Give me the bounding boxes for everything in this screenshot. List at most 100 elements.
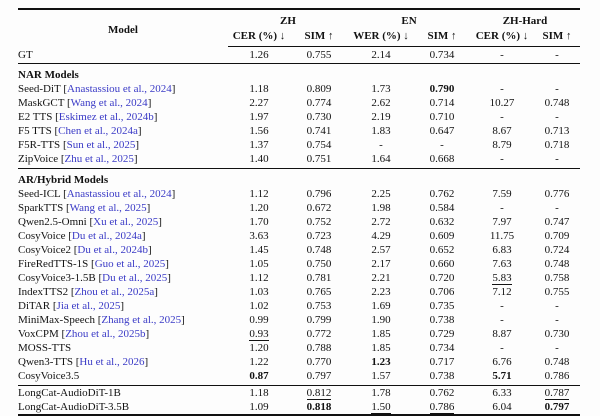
- metric-value: 0.734: [429, 342, 455, 354]
- metric-value: 0.717: [429, 356, 455, 368]
- citation-link[interactable]: Hu et al., 2026: [79, 356, 145, 368]
- citation-bracket-open: [: [64, 97, 71, 109]
- citation-bracket-open: [: [65, 230, 72, 242]
- model-name: CosyVoice2: [18, 244, 71, 256]
- model-name: CosyVoice: [18, 230, 66, 242]
- citation-link[interactable]: Xu et al., 2025: [93, 216, 159, 228]
- citation-bracket-close: ]: [147, 244, 152, 256]
- model-name: Seed-DiT: [18, 83, 61, 95]
- table-row: FireRedTTS-1S [Guo et al., 2025] 1.05 0.75…: [18, 257, 580, 271]
- metric-value: 2.25: [371, 188, 391, 200]
- metric-value: 0.747: [544, 216, 570, 228]
- model-name-cell: E2 TTS [Eskimez et al., 2024b]: [18, 110, 228, 124]
- metric-value: 6.33: [492, 387, 512, 399]
- citation-link[interactable]: Sun et al., 2025: [66, 139, 136, 151]
- metric-value: 1.09: [249, 401, 269, 413]
- metric-value: 11.75: [489, 230, 515, 242]
- citation-link[interactable]: Zhou et al., 2025a: [74, 286, 155, 298]
- metric-value: 0.741: [306, 125, 332, 137]
- metric-value: -: [500, 342, 504, 354]
- citation-link[interactable]: Chen et al., 2024a: [58, 125, 138, 137]
- metric-value: 0.735: [429, 300, 455, 312]
- metric-value: 6.83: [492, 244, 512, 256]
- metric-value: 0.720: [429, 272, 455, 284]
- metric-value: 1.12: [249, 272, 269, 284]
- metric-value: 0.609: [429, 230, 455, 242]
- citation-bracket-open: [: [63, 202, 70, 214]
- metric-value: -: [500, 83, 504, 95]
- metric-value: 0.796: [306, 188, 332, 200]
- citation-link[interactable]: Anastassiou et al., 2024: [67, 83, 172, 95]
- metric-value: 0.812: [306, 387, 332, 400]
- citation-bracket-close: ]: [171, 188, 176, 200]
- metric-value: 7.59: [492, 188, 512, 200]
- citation-link[interactable]: Wang et al., 2025: [69, 202, 147, 214]
- metric-value: 0.790: [429, 83, 455, 95]
- citation-link[interactable]: Zhu et al., 2025: [64, 153, 134, 165]
- citation-link[interactable]: Anastassiou et al., 2024: [66, 188, 172, 200]
- citation-link[interactable]: Du et al., 2024a: [71, 230, 142, 242]
- model-name-cell: F5R-TTS [Sun et al., 2025]: [18, 138, 228, 152]
- column-header-en-sim: SIM ↑: [414, 28, 470, 47]
- metric-value: 1.57: [348, 369, 414, 386]
- metric-value: 0.797: [290, 369, 348, 386]
- metric-value: 0.710: [429, 111, 455, 123]
- metric-value: 0.781: [306, 272, 332, 284]
- table-row: Seed-DiT [Anastassiou et al., 2024] 1.18 0…: [18, 82, 580, 96]
- metric-value: 7.63: [492, 258, 512, 270]
- metric-value: 0.748: [544, 356, 570, 368]
- metric-value: 1.22: [249, 356, 269, 368]
- citation-bracket-open: [: [58, 153, 65, 165]
- metric-value: 1.90: [371, 314, 391, 326]
- citation-link[interactable]: Guo et al., 2025: [94, 258, 166, 270]
- metric-value: 6.04: [492, 401, 512, 413]
- metric-value: 1.78: [371, 387, 391, 399]
- metric-value: 2.19: [371, 111, 391, 123]
- metric-value: 0.762: [429, 188, 455, 200]
- citation-bracket-open: [: [94, 314, 102, 326]
- citation-link[interactable]: Jia et al., 2025: [56, 300, 121, 312]
- metric-value: 1.26: [228, 46, 290, 64]
- metric-value: 0.729: [429, 328, 455, 340]
- table-row: MOSS-TTS 1.20 0.788 1.85 0.734 - -: [18, 341, 580, 355]
- metric-value: 1.02: [249, 300, 269, 312]
- citation-link[interactable]: Du et al., 2024b: [77, 244, 148, 256]
- metric-value: 0.714: [429, 97, 455, 109]
- column-header-zhhard-cer: CER (%) ↓: [470, 28, 534, 47]
- metric-value: 0.774: [306, 97, 332, 109]
- citation-bracket-open: [: [60, 139, 67, 151]
- citation-link[interactable]: Wang et al., 2024: [70, 97, 148, 109]
- model-name: MaskGCT: [18, 97, 65, 109]
- metric-value: 2.17: [371, 258, 391, 270]
- metric-value: 0.799: [306, 314, 332, 326]
- citation-bracket-close: ]: [147, 97, 152, 109]
- table-row: CosyVoice [Du et al., 2024a] 3.63 0.723 4.2…: [18, 229, 580, 243]
- metric-value: 0.797: [544, 401, 570, 413]
- model-name-cell: ZipVoice [Zhu et al., 2025]: [18, 152, 228, 169]
- model-name: FireRedTTS-1S: [18, 258, 89, 270]
- table-row: ZipVoice [Zhu et al., 2025] 1.40 0.751 1.64…: [18, 152, 580, 169]
- citation-bracket-open: [: [95, 272, 103, 284]
- metric-value: 1.56: [249, 125, 269, 137]
- section-header: AR/Hybrid Models: [18, 173, 109, 186]
- metric-value: 0.752: [306, 216, 332, 228]
- citation-link[interactable]: Eskimez et al., 2024b: [58, 111, 154, 123]
- metric-value: 0.788: [306, 342, 332, 354]
- citation-bracket-close: ]: [133, 153, 138, 165]
- model-name: GT: [18, 48, 33, 61]
- metric-value: -: [500, 202, 504, 214]
- metric-value: 8.67: [492, 125, 512, 137]
- table-header: Model ZH EN ZH-Hard CER (%) ↓ SIM ↑ WER …: [18, 9, 580, 47]
- metric-value: 0.750: [306, 258, 332, 270]
- metric-value: 0.724: [544, 244, 570, 256]
- metric-value: 0.723: [306, 230, 332, 242]
- citation-link[interactable]: Zhang et al., 2025: [101, 314, 182, 326]
- citation-link[interactable]: Du et al., 2025: [102, 272, 168, 284]
- metric-value: 0.738: [429, 314, 455, 326]
- table-row: MiniMax-Speech [Zhang et al., 2025] 0.99 0…: [18, 313, 580, 327]
- citation-bracket-open: [: [60, 188, 67, 200]
- metric-value: 0.772: [306, 328, 332, 340]
- citation-link[interactable]: Zhou et al., 2025b: [65, 328, 146, 340]
- metric-value: 1.64: [348, 152, 414, 169]
- metric-value: 1.12: [249, 188, 269, 200]
